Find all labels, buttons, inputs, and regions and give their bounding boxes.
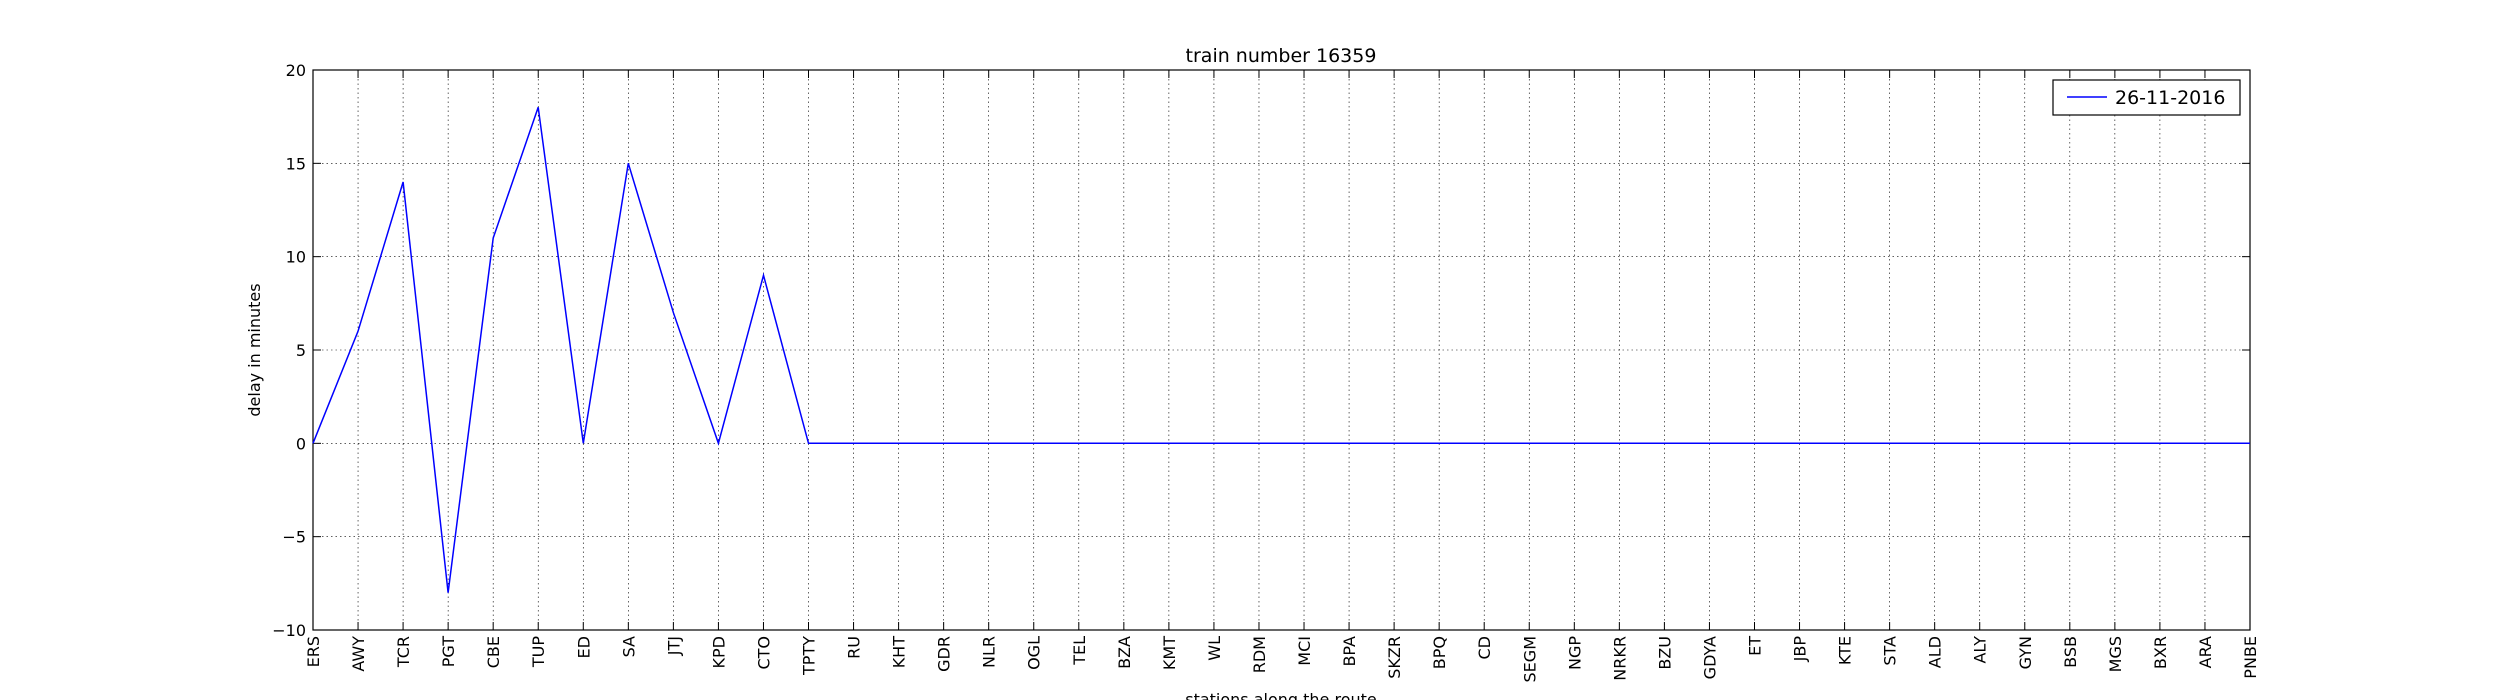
x-tick-label: PGT: [439, 636, 458, 667]
x-tick-label: BPA: [1340, 636, 1359, 667]
x-tick-label: KMT: [1160, 636, 1179, 670]
x-tick-label: JTJ: [664, 636, 683, 656]
x-tick-label: TUP: [529, 636, 548, 668]
x-tick-label: PNBE: [2241, 636, 2260, 679]
y-axis: −10 −5 0 5 10 15 20: [272, 61, 2250, 640]
x-tick-label: BPQ: [1430, 636, 1449, 669]
x-tick-label: ALY: [1971, 636, 1990, 664]
x-tick-label: AWY: [349, 636, 368, 672]
x-tick-label: MGS: [2106, 636, 2125, 672]
x-tick-label: OGL: [1025, 636, 1044, 670]
x-tick-label: SKZR: [1385, 636, 1404, 679]
x-axis: ERS AWY TCR PGT CBE TUP ED SA JTJ KPD CTO TPTY RU KHT…: [304, 70, 2260, 682]
x-tick-label: WL: [1205, 636, 1224, 661]
y-tick-label: 10: [286, 248, 306, 267]
x-tick-label: SA: [619, 636, 638, 657]
x-tick-label: BXR: [2151, 636, 2170, 669]
x-tick-label: TCR: [394, 636, 413, 668]
x-tick-label: NRKR: [1610, 636, 1629, 681]
x-tick-label: GDR: [935, 636, 954, 672]
y-axis-label: delay in minutes: [245, 283, 264, 416]
x-axis-label: stations along the route: [1185, 690, 1377, 700]
x-tick-label: ALD: [1926, 636, 1945, 668]
x-tick-label: BSB: [2061, 636, 2080, 668]
x-tick-label: JBP: [1791, 636, 1810, 663]
x-tick-label: GYN: [2016, 636, 2035, 669]
x-tick-label: SEGM: [1520, 636, 1539, 682]
x-tick-label: NLR: [980, 636, 999, 668]
x-tick-label: NGP: [1565, 636, 1584, 670]
x-tick-label: KPD: [709, 636, 728, 668]
y-tick-label: 5: [296, 341, 306, 360]
x-tick-label: TEL: [1070, 636, 1089, 666]
x-tick-label: BZU: [1655, 636, 1674, 670]
legend-box: [2052, 79, 2241, 116]
grid: [313, 70, 2250, 630]
x-tick-label: ET: [1745, 636, 1764, 656]
y-tick-label: 15: [286, 154, 306, 173]
x-tick-label: RDM: [1250, 636, 1269, 673]
x-tick-label: BZA: [1115, 636, 1134, 669]
x-tick-label: TPTY: [800, 636, 819, 676]
y-tick-label: 0: [296, 434, 306, 453]
x-tick-label: KHT: [890, 636, 909, 669]
x-tick-label: GDYA: [1700, 636, 1719, 679]
legend-label: 26-11-2016: [2115, 87, 2225, 109]
y-tick-label: −5: [282, 528, 306, 547]
series-lines: [312, 107, 2251, 593]
x-tick-label: STA: [1881, 636, 1900, 666]
x-tick-label: MCI: [1295, 636, 1314, 666]
x-tick-label: ED: [574, 636, 593, 658]
x-tick-label: CD: [1475, 636, 1494, 660]
y-tick-label: 20: [286, 61, 306, 80]
x-tick-label: RU: [845, 636, 864, 659]
x-tick-label: ARA: [2196, 636, 2215, 668]
x-tick-label: KTE: [1836, 636, 1855, 665]
series-line: [312, 107, 2250, 593]
legend: 26-11-2016: [2052, 79, 2241, 116]
y-tick-label: −10: [272, 621, 306, 640]
x-tick-label: CTO: [754, 636, 773, 670]
x-tick-label: ERS: [304, 636, 323, 667]
x-tick-label: CBE: [484, 636, 503, 668]
chart-title: train number 16359: [1186, 45, 1377, 67]
